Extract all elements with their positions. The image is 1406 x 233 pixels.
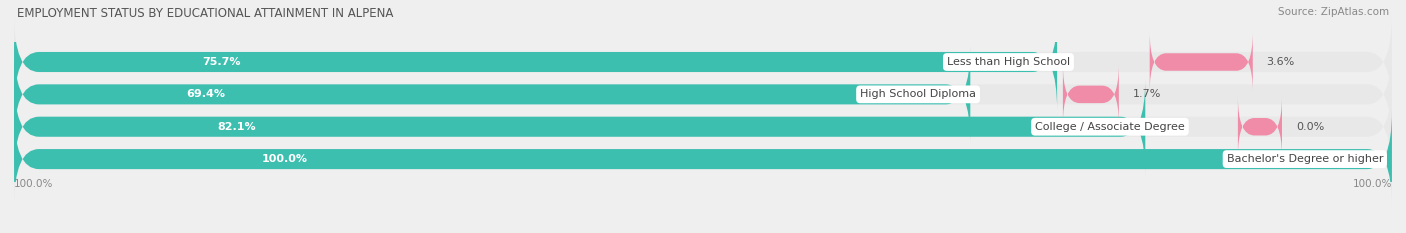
Text: 82.1%: 82.1% (218, 122, 256, 132)
Text: 100.0%: 100.0% (1353, 179, 1392, 189)
Text: Source: ZipAtlas.com: Source: ZipAtlas.com (1278, 7, 1389, 17)
FancyBboxPatch shape (1237, 97, 1282, 157)
Text: Bachelor's Degree or higher: Bachelor's Degree or higher (1226, 154, 1384, 164)
Text: College / Associate Degree: College / Associate Degree (1035, 122, 1185, 132)
FancyBboxPatch shape (14, 46, 1392, 143)
FancyBboxPatch shape (14, 14, 1057, 110)
FancyBboxPatch shape (14, 79, 1392, 175)
Text: Less than High School: Less than High School (946, 57, 1070, 67)
FancyBboxPatch shape (1150, 32, 1253, 92)
Text: High School Diploma: High School Diploma (860, 89, 976, 99)
Text: 3.6%: 3.6% (1267, 57, 1295, 67)
Text: 0.0%: 0.0% (1296, 122, 1324, 132)
Text: 1.7%: 1.7% (1133, 89, 1161, 99)
Text: 100.0%: 100.0% (14, 179, 53, 189)
FancyBboxPatch shape (14, 111, 1392, 207)
FancyBboxPatch shape (1063, 64, 1119, 124)
FancyBboxPatch shape (14, 14, 1392, 110)
Text: 100.0%: 100.0% (262, 154, 308, 164)
FancyBboxPatch shape (14, 79, 1146, 175)
FancyBboxPatch shape (14, 111, 1392, 207)
Text: 75.7%: 75.7% (202, 57, 240, 67)
FancyBboxPatch shape (14, 46, 970, 143)
Text: EMPLOYMENT STATUS BY EDUCATIONAL ATTAINMENT IN ALPENA: EMPLOYMENT STATUS BY EDUCATIONAL ATTAINM… (17, 7, 394, 20)
Text: 69.4%: 69.4% (186, 89, 225, 99)
